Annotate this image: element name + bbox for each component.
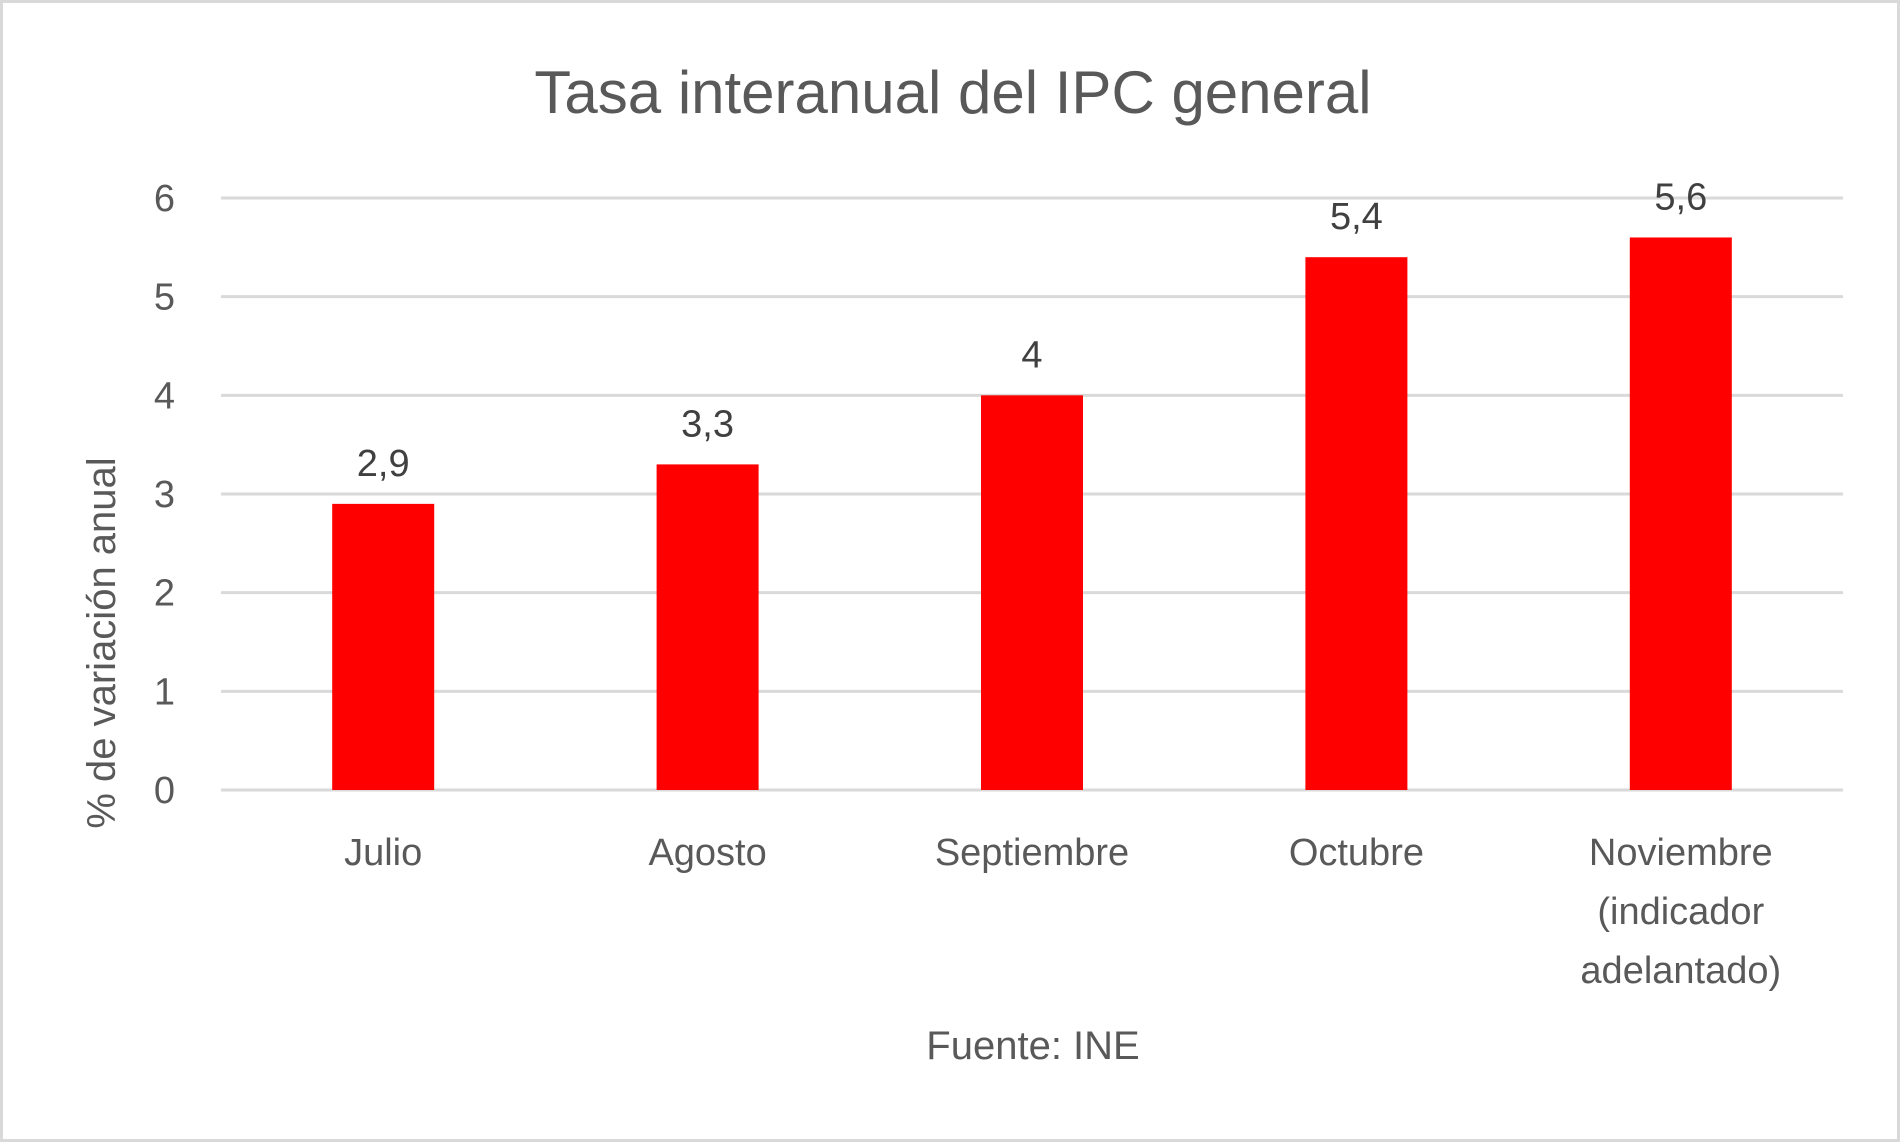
x-category-line: adelantado)	[1580, 950, 1781, 992]
data-label: 4	[1021, 334, 1042, 376]
bars	[332, 237, 1732, 790]
bar	[981, 395, 1083, 790]
x-category-line: Julio	[344, 832, 422, 874]
data-label: 3,3	[681, 403, 734, 445]
y-tick-label: 5	[154, 277, 175, 319]
y-tick-label: 4	[154, 375, 175, 417]
source-label: Fuente: INE	[926, 1024, 1139, 1068]
x-category-line: Noviembre	[1589, 832, 1773, 874]
y-tick-label: 3	[154, 474, 175, 516]
x-category-label: Septiembre	[935, 832, 1129, 874]
x-axis-categories: Julio Agosto Septiembre Octubre Noviembre (in…	[344, 832, 1781, 992]
y-tick-label: 6	[154, 178, 175, 220]
data-labels: 2,9 3,3 4 5,4 5,6	[357, 176, 1707, 484]
data-label: 2,9	[357, 443, 410, 485]
y-tick-label: 1	[154, 671, 175, 713]
x-category-line: (indicador	[1597, 891, 1764, 933]
data-label: 5,4	[1330, 196, 1383, 238]
x-category-label: Noviembre (indicador adelantado)	[1580, 832, 1781, 992]
y-axis-label: % de variación anual	[80, 457, 124, 828]
bar	[656, 464, 759, 790]
y-axis-ticks: 0 1 2 3 4 5 6	[154, 178, 175, 812]
x-category-line: Octubre	[1289, 832, 1424, 874]
x-category-label: Agosto	[648, 832, 766, 874]
y-tick-label: 2	[154, 573, 175, 615]
bar-chart: Tasa interanual del IPC general 0123456 …	[80, 59, 1843, 1068]
bar	[1629, 237, 1732, 790]
x-category-line: Agosto	[648, 832, 766, 874]
x-category-line: Septiembre	[935, 832, 1129, 874]
bar	[332, 503, 435, 790]
chart-title: Tasa interanual del IPC general	[534, 59, 1371, 126]
bar	[1305, 257, 1408, 790]
x-category-label: Julio	[344, 832, 422, 874]
y-tick-label: 0	[154, 770, 175, 812]
x-category-label: Octubre	[1289, 832, 1424, 874]
data-label: 5,6	[1654, 176, 1707, 218]
